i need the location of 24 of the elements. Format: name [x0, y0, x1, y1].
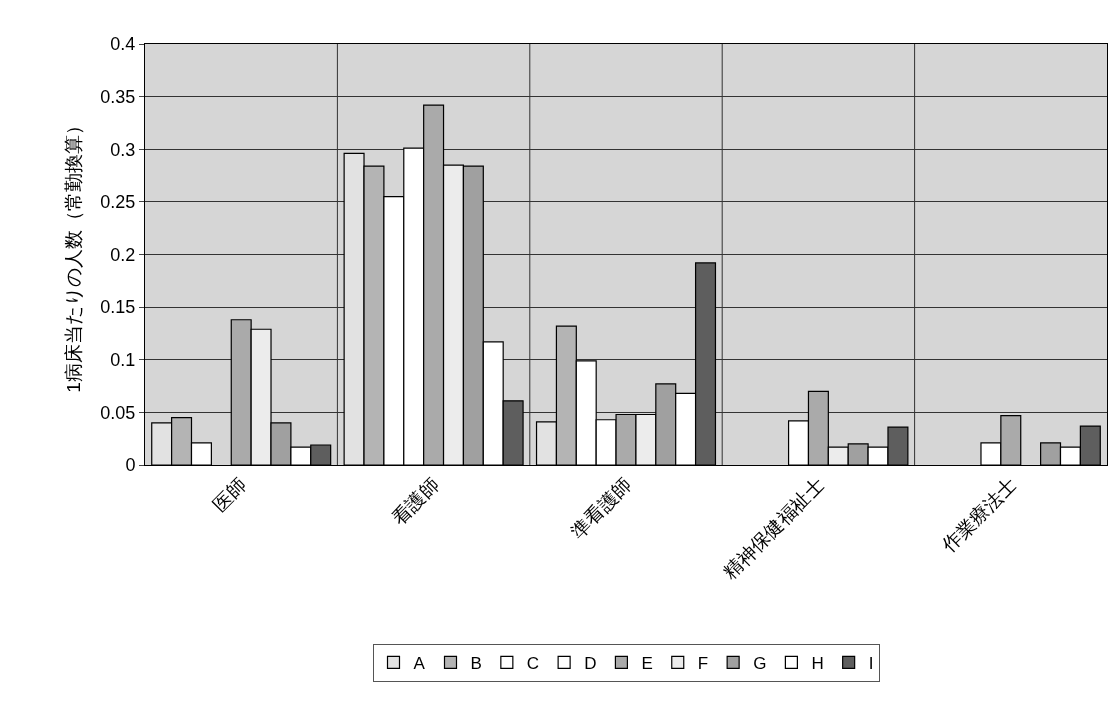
y-tick-label: 0.1 [110, 350, 136, 371]
x-tick-label: 準看護師 [566, 474, 636, 543]
legend-label: H [811, 654, 824, 674]
y-tick-label: 0.3 [110, 139, 136, 160]
x-tick-label: 精神保健福祉士 [719, 474, 828, 583]
legend-label: B [470, 654, 482, 674]
legend-label: I [868, 654, 874, 674]
legend-label: F [697, 654, 709, 674]
legend-label: C [526, 654, 540, 674]
y-tick-label: 0.25 [100, 192, 136, 213]
y-tick-label: 0.4 [110, 34, 136, 55]
legend-label: D [584, 654, 597, 674]
y-tick-label: 0.05 [100, 402, 136, 423]
y-axis-title: 1病床当たりの人数（常勤換算） [63, 116, 85, 393]
legend-label: A [413, 654, 426, 674]
y-tick-label: 0.35 [100, 86, 136, 107]
y-tick-label: 0.15 [100, 297, 136, 318]
x-tick-label: 看護師 [387, 474, 444, 530]
x-tick-label: 作業療法士 [937, 474, 1021, 557]
y-tick-label: 0.2 [110, 244, 136, 265]
y-tick-label: 0 [125, 455, 136, 476]
legend-label: G [753, 654, 767, 674]
legend-label: E [641, 654, 653, 674]
x-tick-label: 医師 [209, 474, 251, 516]
